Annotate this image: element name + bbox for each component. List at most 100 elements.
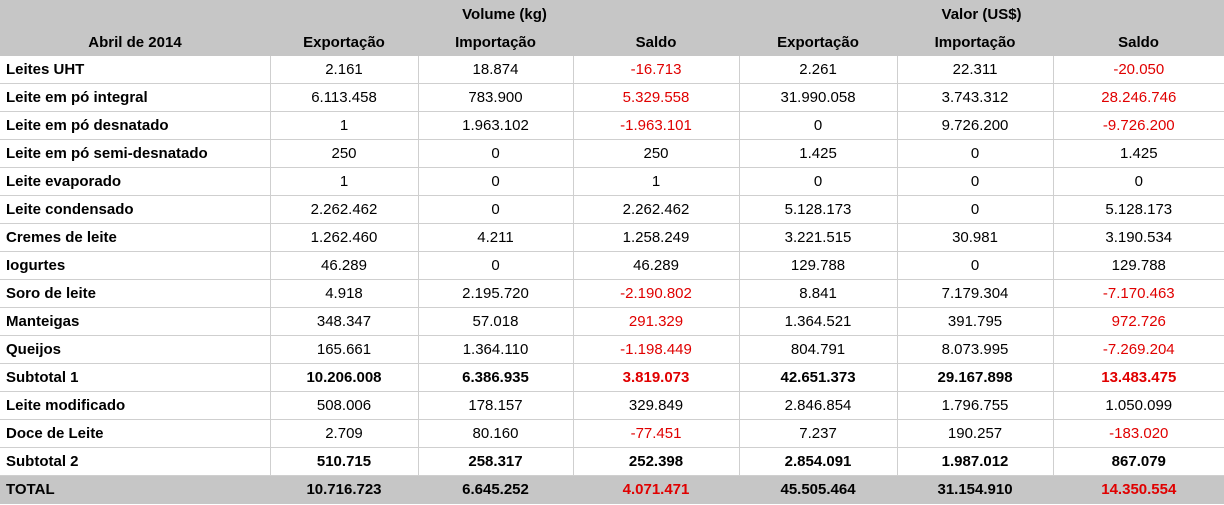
table-cell: 22.311: [897, 56, 1054, 84]
table-cell: 0: [1053, 167, 1224, 196]
table-cell: -2.190.802: [573, 279, 740, 308]
row-label: Queijos: [0, 335, 271, 364]
table-cell: 258.317: [418, 447, 574, 476]
table-cell: 1.425: [1053, 139, 1224, 168]
header-col-volume-exportacao: Exportação: [270, 28, 418, 56]
table-cell: 1.987.012: [897, 447, 1054, 476]
table-cell: 0: [418, 139, 574, 168]
table-cell: 18.874: [418, 56, 574, 84]
row-label: Manteigas: [0, 307, 271, 336]
table-cell: 291.329: [573, 307, 740, 336]
table-cell: 1.258.249: [573, 223, 740, 252]
row-label: Leite em pó desnatado: [0, 111, 271, 140]
table-cell: 1.364.521: [739, 307, 898, 336]
table-cell: 1: [270, 167, 419, 196]
table-cell: 3.743.312: [897, 83, 1054, 112]
row-label: Cremes de leite: [0, 223, 271, 252]
table-cell: 129.788: [739, 251, 898, 280]
table-cell: 0: [739, 167, 898, 196]
table-body: Leites UHT 2.161 18.874 -16.713 2.261 22.311-…: [0, 56, 1224, 504]
table-cell: -16.713: [573, 56, 740, 84]
table-row: Doce de Leite 2.709 80.160 -77.451 7.237 190.…: [0, 419, 1224, 448]
table-cell: 10.206.008: [270, 363, 419, 392]
row-label: Doce de Leite: [0, 419, 271, 448]
table-cell: 8.073.995: [897, 335, 1054, 364]
table-row: Cremes de leite 1.262.460 4.211 1.258.249 3.…: [0, 223, 1224, 252]
table-cell: 6.386.935: [418, 363, 574, 392]
table-cell: 0: [897, 195, 1054, 224]
table-cell: 1.262.460: [270, 223, 419, 252]
row-label: Leite condensado: [0, 195, 271, 224]
table-cell: 129.788: [1053, 251, 1224, 280]
header-col-valor-saldo: Saldo: [1053, 28, 1224, 56]
table-cell: 10.716.723: [270, 475, 419, 504]
subtotal-row: Subtotal 1 10.206.008 6.386.935 3.819.073 42…: [0, 363, 1224, 392]
table-cell: 2.161: [270, 56, 419, 84]
table-cell: -1.198.449: [573, 335, 740, 364]
table-cell: -7.170.463: [1053, 279, 1224, 308]
row-label: Subtotal 2: [0, 447, 271, 476]
table-cell: 1: [270, 111, 419, 140]
table-cell: 1.425: [739, 139, 898, 168]
table-cell: 8.841: [739, 279, 898, 308]
table-cell: -183.020: [1053, 419, 1224, 448]
table-cell: 45.505.464: [739, 475, 898, 504]
table-cell: 14.350.554: [1053, 475, 1224, 504]
table-cell: 250: [270, 139, 419, 168]
header-col-volume-saldo: Saldo: [573, 28, 740, 56]
table-cell: 2.195.720: [418, 279, 574, 308]
table-cell: 2.262.462: [270, 195, 419, 224]
table-row: Leite em pó desnatado 1 1.963.102 -1.963.10…: [0, 111, 1224, 140]
table-cell: 2.846.854: [739, 391, 898, 420]
table-row: Leite em pó semi-desnatado 250 0 250 1.425 0 1…: [0, 139, 1224, 168]
table-cell: 1.796.755: [897, 391, 1054, 420]
table-cell: 252.398: [573, 447, 740, 476]
table-cell: 5.329.558: [573, 83, 740, 112]
table-row: Queijos 165.661 1.364.110 -1.198.449 804.791…: [0, 335, 1224, 364]
table-cell: -1.963.101: [573, 111, 740, 140]
table-cell: 1.963.102: [418, 111, 574, 140]
row-label: Leite em pó integral: [0, 83, 271, 112]
table-cell: 3.819.073: [573, 363, 740, 392]
table-cell: 2.854.091: [739, 447, 898, 476]
table-cell: 2.709: [270, 419, 419, 448]
table-cell: 0: [897, 167, 1054, 196]
table-cell: 0: [418, 251, 574, 280]
header-valor-group: Valor (US$): [739, 0, 1224, 28]
row-label: Iogurtes: [0, 251, 271, 280]
table-cell: -7.269.204: [1053, 335, 1224, 364]
table-cell: 0: [897, 139, 1054, 168]
table-cell: 5.128.173: [739, 195, 898, 224]
table-cell: 31.990.058: [739, 83, 898, 112]
table-cell: 0: [897, 251, 1054, 280]
table-cell: 6.113.458: [270, 83, 419, 112]
table-row: Leite condensado 2.262.462 0 2.262.462 5.128…: [0, 195, 1224, 224]
header-col-volume-importacao: Importação: [418, 28, 573, 56]
table-row: Soro de leite 4.918 2.195.720 -2.190.802 8.8…: [0, 279, 1224, 308]
table-cell: 2.262.462: [573, 195, 740, 224]
table-cell: 1.364.110: [418, 335, 574, 364]
table-cell: 4.211: [418, 223, 574, 252]
table-cell: 4.071.471: [573, 475, 740, 504]
table-cell: 28.246.746: [1053, 83, 1224, 112]
table-cell: 867.079: [1053, 447, 1224, 476]
table-cell: -20.050: [1053, 56, 1224, 84]
table-cell: 7.179.304: [897, 279, 1054, 308]
table-row: Manteigas 348.347 57.018 291.329 1.364.521 39…: [0, 307, 1224, 336]
table-cell: 165.661: [270, 335, 419, 364]
subtotal-row: Subtotal 2 510.715 258.317 252.398 2.854.091…: [0, 447, 1224, 476]
table-cell: -77.451: [573, 419, 740, 448]
table-row: Leite em pó integral 6.113.458 783.900 5.32…: [0, 83, 1224, 112]
table-cell: 250: [573, 139, 740, 168]
table-cell: 42.651.373: [739, 363, 898, 392]
table-cell: 329.849: [573, 391, 740, 420]
table-cell: 9.726.200: [897, 111, 1054, 140]
row-label: TOTAL: [0, 475, 271, 504]
table-cell: 3.221.515: [739, 223, 898, 252]
table-cell: 1.050.099: [1053, 391, 1224, 420]
table-cell: 510.715: [270, 447, 419, 476]
table-cell: 13.483.475: [1053, 363, 1224, 392]
row-label: Leite evaporado: [0, 167, 271, 196]
table-cell: 4.918: [270, 279, 419, 308]
